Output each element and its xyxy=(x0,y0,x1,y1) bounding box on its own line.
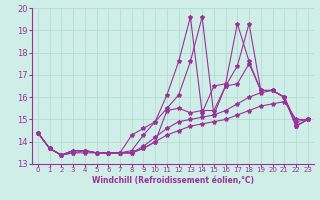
X-axis label: Windchill (Refroidissement éolien,°C): Windchill (Refroidissement éolien,°C) xyxy=(92,176,254,185)
